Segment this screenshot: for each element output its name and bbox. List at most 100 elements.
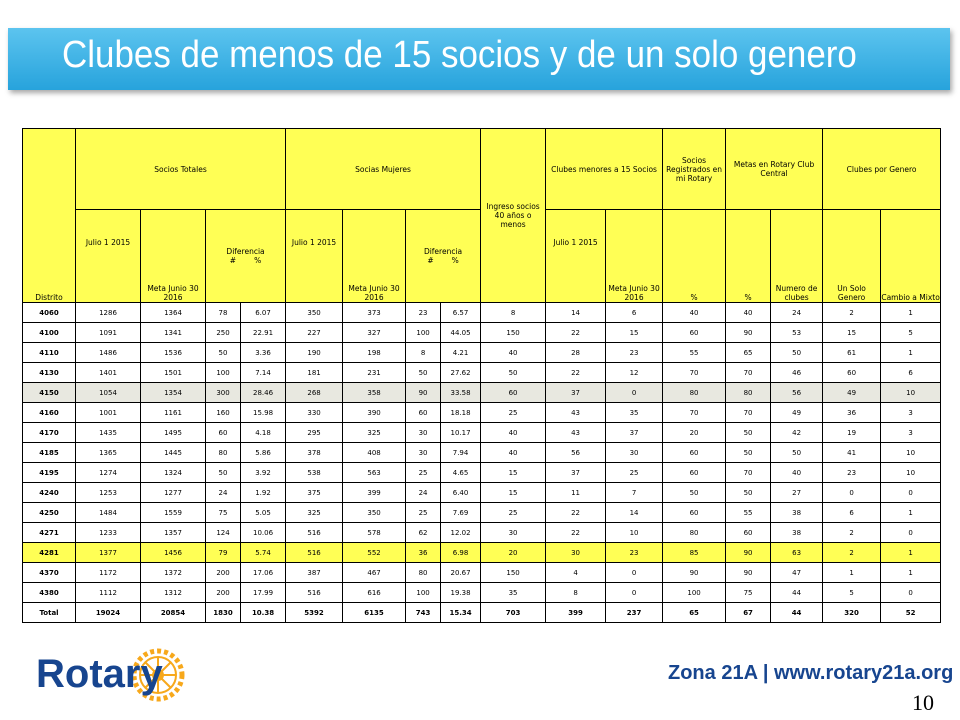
cell: 25: [480, 502, 547, 523]
cell: 27: [770, 482, 824, 503]
subheader: Meta Junio 30 2016: [140, 209, 206, 303]
cell: 3.92: [239, 462, 287, 483]
cell: 56: [770, 382, 824, 403]
cell: 35: [480, 582, 547, 603]
cell: 19.38: [440, 582, 482, 603]
cell: 67: [725, 602, 772, 623]
cell: 36: [405, 542, 442, 563]
cell: 20: [480, 542, 547, 563]
cell: 5.05: [239, 502, 287, 523]
row: 4170 1435 1495 60 4.18 295 325 30 10.17 40 43 37 20 5…: [22, 422, 942, 443]
cell: 1: [880, 342, 942, 363]
cell: 4.18: [239, 422, 287, 443]
cell: 50: [770, 442, 824, 463]
cell: 5: [880, 322, 942, 343]
header: Clubes menores a 15 Socios: [545, 128, 664, 210]
cell: 38: [770, 522, 824, 543]
cell: 23: [605, 342, 664, 363]
cell: 358: [342, 382, 407, 403]
cell: 11: [545, 482, 607, 503]
cell: 25: [405, 462, 442, 483]
cell: 373: [342, 302, 407, 323]
cell: 1372: [140, 562, 206, 583]
cell: 3: [880, 402, 942, 423]
cell: 80: [662, 522, 727, 543]
subheader: Meta Junio 30 2016: [605, 209, 664, 303]
cell: 387: [285, 562, 344, 583]
subheader: #: [427, 256, 434, 265]
cell: 40: [725, 302, 772, 323]
subheader: Julio 1 2015: [545, 209, 607, 303]
table: Distrito Socios Totales Socias Mujeres I…: [22, 128, 942, 623]
cell: 516: [285, 582, 344, 603]
cell: 70: [725, 402, 772, 423]
cell: 1: [880, 302, 942, 323]
cell: 36: [822, 402, 882, 423]
cell: 44: [770, 582, 824, 603]
cell: 10: [880, 442, 942, 463]
cell: 75: [205, 502, 241, 523]
cell: 4281: [22, 542, 76, 563]
row: 4110 1486 1536 50 3.36 190 198 8 4.21 40 28 23 55 65 5…: [22, 342, 942, 363]
cell: 50: [662, 482, 727, 503]
cell: 23: [405, 302, 442, 323]
cell: 375: [285, 482, 344, 503]
row: 4185 1365 1445 80 5.86 378 408 30 7.94 40 56 30 60 50…: [22, 442, 942, 463]
cell: 4150: [22, 382, 76, 403]
cell: 6.98: [440, 542, 482, 563]
cell: 124: [205, 522, 241, 543]
cell: 578: [342, 522, 407, 543]
cell: 399: [545, 602, 607, 623]
cell: 3.36: [239, 342, 287, 363]
cell: 80: [405, 562, 442, 583]
rotary-wheel: [131, 648, 185, 702]
cell: 378: [285, 442, 344, 463]
cell: 1484: [75, 502, 141, 523]
row: 4100 1091 1341 250 22.91 227 327 100 44.05 150 22 1…: [22, 322, 942, 343]
cell: 30: [605, 442, 664, 463]
logo-text: Rotary: [36, 652, 163, 696]
cell: 2: [822, 542, 882, 563]
cell: 25: [605, 462, 664, 483]
cell: 1274: [75, 462, 141, 483]
cell: 1364: [140, 302, 206, 323]
cell: Total: [22, 602, 76, 623]
cell: 1161: [140, 402, 206, 423]
cell: 60: [480, 382, 547, 403]
cell: 2: [822, 302, 882, 323]
cell: 1830: [205, 602, 241, 623]
cell: 70: [725, 462, 772, 483]
cell: 40: [480, 422, 547, 443]
cell: 4060: [22, 302, 76, 323]
cell: 6: [822, 502, 882, 523]
cell: 22: [545, 322, 607, 343]
cell: 14: [605, 502, 664, 523]
cell: 27.62: [440, 362, 482, 383]
row: 4240 1253 1277 24 1.92 375 399 24 6.40 15 11 7 50 50 2…: [22, 482, 942, 503]
cell: 4.65: [440, 462, 482, 483]
cell: 56: [545, 442, 607, 463]
cell: 40: [770, 462, 824, 483]
cell: 22: [545, 362, 607, 383]
cell: 90: [662, 562, 727, 583]
cell: 70: [662, 362, 727, 383]
cell: 19: [822, 422, 882, 443]
cell: 181: [285, 362, 344, 383]
cell: 40: [480, 342, 547, 363]
cell: 1054: [75, 382, 141, 403]
cell: 12: [605, 362, 664, 383]
cell: 80: [662, 382, 727, 403]
cell: 10.38: [239, 602, 287, 623]
cell: 6135: [342, 602, 407, 623]
cell: 1341: [140, 322, 206, 343]
row: 4281 1377 1456 79 5.74 516 552 36 6.98 20 30 23 85 90…: [22, 542, 942, 563]
cell: 200: [205, 562, 241, 583]
cell: 4: [545, 562, 607, 583]
row: 4060 1286 1364 78 6.07 350 373 23 6.57 8 14 6 40 40 24…: [22, 302, 942, 323]
cell: 10.17: [440, 422, 482, 443]
cell: 70: [725, 362, 772, 383]
cell: 28.46: [239, 382, 287, 403]
header: Ingreso socios 40 años o menos: [480, 128, 547, 303]
footer-site: Zona 21A | www.rotary21a.org: [668, 662, 954, 684]
